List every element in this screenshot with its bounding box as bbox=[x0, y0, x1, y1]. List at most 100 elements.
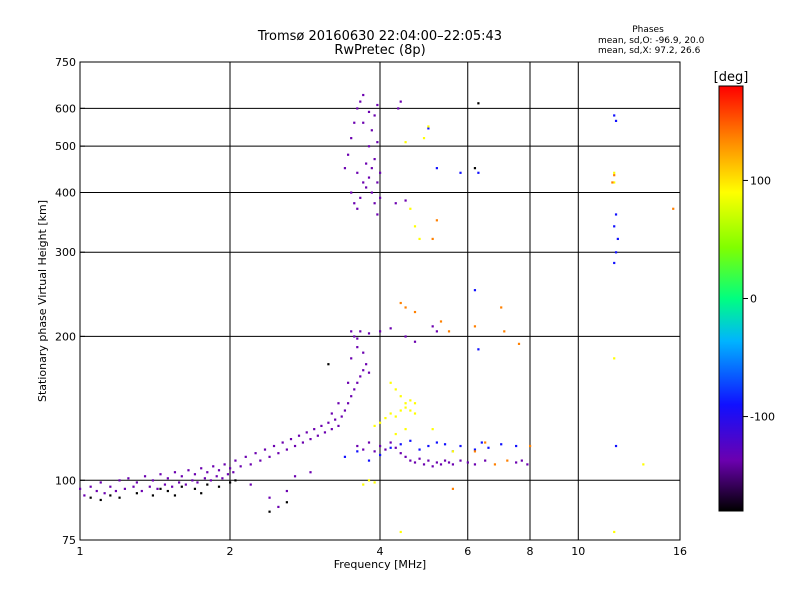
data-point bbox=[399, 409, 402, 412]
data-point bbox=[353, 335, 356, 338]
data-point bbox=[376, 181, 379, 184]
data-point bbox=[212, 465, 215, 468]
data-point bbox=[394, 432, 397, 436]
data-point bbox=[343, 455, 347, 458]
y-tick-label: 600 bbox=[55, 102, 76, 115]
data-point bbox=[159, 473, 162, 476]
data-point bbox=[156, 487, 159, 490]
data-point bbox=[132, 485, 135, 488]
data-point bbox=[362, 93, 365, 97]
data-point bbox=[409, 409, 412, 412]
data-point bbox=[249, 483, 252, 486]
data-point bbox=[477, 348, 480, 351]
data-point bbox=[473, 448, 477, 451]
data-point bbox=[384, 448, 387, 451]
gridlines bbox=[80, 62, 680, 540]
data-point bbox=[367, 176, 371, 179]
data-point bbox=[487, 446, 490, 449]
data-point bbox=[379, 421, 382, 424]
data-point bbox=[435, 441, 438, 444]
data-point bbox=[297, 434, 301, 437]
data-point bbox=[435, 167, 438, 170]
y-axis-ticks: 75 100 200 300 400 500 600 750 bbox=[55, 56, 85, 547]
data-point bbox=[184, 483, 187, 486]
data-point bbox=[151, 479, 155, 482]
y-tick-label: 300 bbox=[55, 246, 76, 259]
data-point bbox=[389, 446, 392, 449]
y-axis-label: Stationary phase Virtual Height [km] bbox=[36, 200, 49, 402]
data-point bbox=[404, 402, 407, 405]
data-point bbox=[447, 330, 451, 333]
data-point bbox=[206, 471, 209, 474]
data-point bbox=[263, 448, 267, 451]
data-point bbox=[413, 461, 417, 464]
data-point bbox=[399, 301, 402, 305]
data-point bbox=[353, 388, 356, 391]
colorbar-label: [deg] bbox=[714, 70, 749, 85]
data-point bbox=[404, 199, 407, 202]
data-point bbox=[376, 141, 379, 144]
data-point bbox=[409, 439, 412, 442]
data-point bbox=[362, 351, 365, 354]
data-point bbox=[614, 213, 618, 216]
data-point bbox=[435, 330, 438, 333]
data-point bbox=[404, 141, 407, 144]
data-point bbox=[209, 479, 212, 482]
y-tick-label: 400 bbox=[55, 186, 76, 199]
data-point bbox=[613, 174, 616, 177]
data-point bbox=[613, 357, 616, 360]
x-tick-label: 10 bbox=[571, 545, 585, 558]
data-point bbox=[367, 332, 371, 335]
data-point bbox=[451, 450, 455, 453]
data-point bbox=[614, 444, 618, 448]
data-point bbox=[254, 452, 257, 455]
data-point bbox=[427, 459, 430, 462]
data-point bbox=[373, 114, 376, 117]
x-tick-label: 6 bbox=[464, 545, 471, 558]
data-point bbox=[404, 335, 407, 338]
scatter-points bbox=[79, 93, 675, 534]
data-point bbox=[171, 485, 174, 488]
data-point bbox=[431, 465, 434, 468]
data-point bbox=[166, 489, 169, 493]
data-point bbox=[79, 487, 82, 490]
data-point bbox=[379, 453, 382, 457]
data-point bbox=[484, 459, 487, 462]
data-point bbox=[365, 186, 368, 189]
data-point bbox=[350, 395, 353, 398]
data-point bbox=[526, 463, 529, 466]
data-point bbox=[373, 424, 376, 428]
data-point bbox=[217, 485, 221, 488]
data-point bbox=[418, 448, 421, 451]
x-tick-label: 8 bbox=[527, 545, 534, 558]
data-point bbox=[373, 450, 376, 453]
data-point bbox=[173, 471, 177, 474]
data-point bbox=[613, 181, 616, 184]
data-point bbox=[118, 496, 121, 499]
data-point bbox=[367, 371, 371, 374]
data-point bbox=[404, 406, 407, 409]
data-point bbox=[223, 463, 226, 466]
data-point bbox=[99, 498, 102, 502]
data-point bbox=[431, 237, 434, 241]
data-point bbox=[367, 441, 371, 444]
colorbar bbox=[718, 85, 744, 512]
data-point bbox=[356, 381, 359, 384]
data-point bbox=[163, 483, 167, 486]
data-point bbox=[427, 125, 430, 128]
data-point bbox=[234, 459, 237, 462]
data-point bbox=[376, 103, 379, 107]
data-point bbox=[359, 375, 362, 378]
data-point bbox=[399, 530, 402, 534]
data-point bbox=[373, 158, 376, 161]
data-point bbox=[356, 207, 359, 210]
data-point bbox=[272, 444, 276, 448]
data-point bbox=[346, 153, 350, 156]
data-point bbox=[193, 487, 197, 490]
data-point bbox=[447, 461, 451, 464]
data-point bbox=[459, 171, 462, 174]
phase-o-stats: mean, sd,O: -96.9, 20.0 bbox=[598, 36, 705, 46]
data-point bbox=[367, 145, 371, 148]
data-point bbox=[180, 485, 183, 488]
data-point bbox=[404, 455, 407, 458]
